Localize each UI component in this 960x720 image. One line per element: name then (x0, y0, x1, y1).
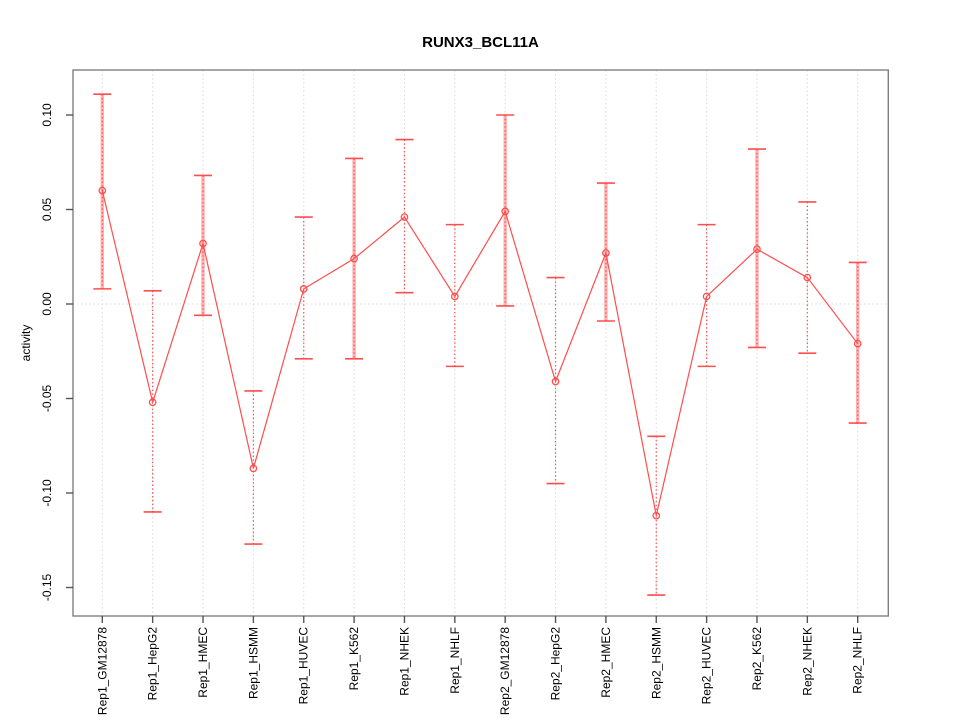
x-tick-label: Rep2_K562 (750, 627, 764, 691)
x-tick-label: Rep1_HepG2 (146, 627, 160, 701)
data-point-marker (602, 249, 610, 257)
data-point-marker (400, 213, 409, 221)
x-tick-label: Rep1_K562 (347, 627, 361, 691)
data-point-marker (249, 464, 258, 473)
data-point-marker (853, 339, 862, 348)
data-point-marker (803, 273, 812, 282)
y-tick-label: -0.15 (40, 574, 54, 602)
data-point-marker (350, 254, 358, 263)
x-tick-label: Rep1_HSMM (246, 627, 260, 699)
data-point-marker (551, 377, 560, 386)
x-tick-label: Rep2_NHEK (800, 627, 814, 696)
x-tick-label: Rep1_GM12878 (95, 627, 109, 715)
x-tick-label: Rep2_HMEC (599, 627, 613, 698)
data-point-marker (199, 239, 207, 248)
chart-title: RUNX3_BCL11A (422, 34, 539, 51)
data-point-marker (299, 285, 308, 293)
x-tick-label: Rep2_HepG2 (549, 627, 563, 701)
plot-area: 0.10 0.05 0.00 -0.05 -0.10 -0.15 Rep1_GM12878 R… (40, 69, 889, 715)
x-tick-label: Rep1_NHLF (448, 627, 462, 694)
data-point-marker (753, 245, 761, 254)
y-tick-label: -0.05 (40, 385, 54, 413)
data-point-marker (450, 292, 459, 301)
y-tick-label: 0.10 (40, 103, 54, 127)
y-axis-label: activity (19, 325, 33, 362)
data-point-marker (702, 292, 711, 301)
y-tick-label: 0.00 (40, 292, 54, 316)
x-tick-label: Rep2_HSMM (649, 627, 663, 699)
y-tick-label: -0.10 (40, 479, 54, 507)
data-point-marker (98, 186, 107, 195)
plot-frame (72, 69, 889, 617)
x-tick-label: Rep1_HMEC (196, 627, 210, 698)
x-tick-label: Rep2_GM12878 (498, 627, 512, 715)
data-line (101, 190, 859, 516)
x-tick-label: Rep1_HUVEC (297, 627, 311, 705)
x-tick-label: Rep2_NHLF (851, 627, 865, 694)
data-point-marker (652, 511, 661, 520)
y-tick-label: 0.05 (40, 197, 54, 221)
x-tick-label: Rep1_NHEK (397, 627, 411, 696)
data-point-marker (501, 207, 510, 216)
x-tick-label: Rep2_HUVEC (700, 627, 714, 705)
data-point-marker (148, 398, 157, 407)
